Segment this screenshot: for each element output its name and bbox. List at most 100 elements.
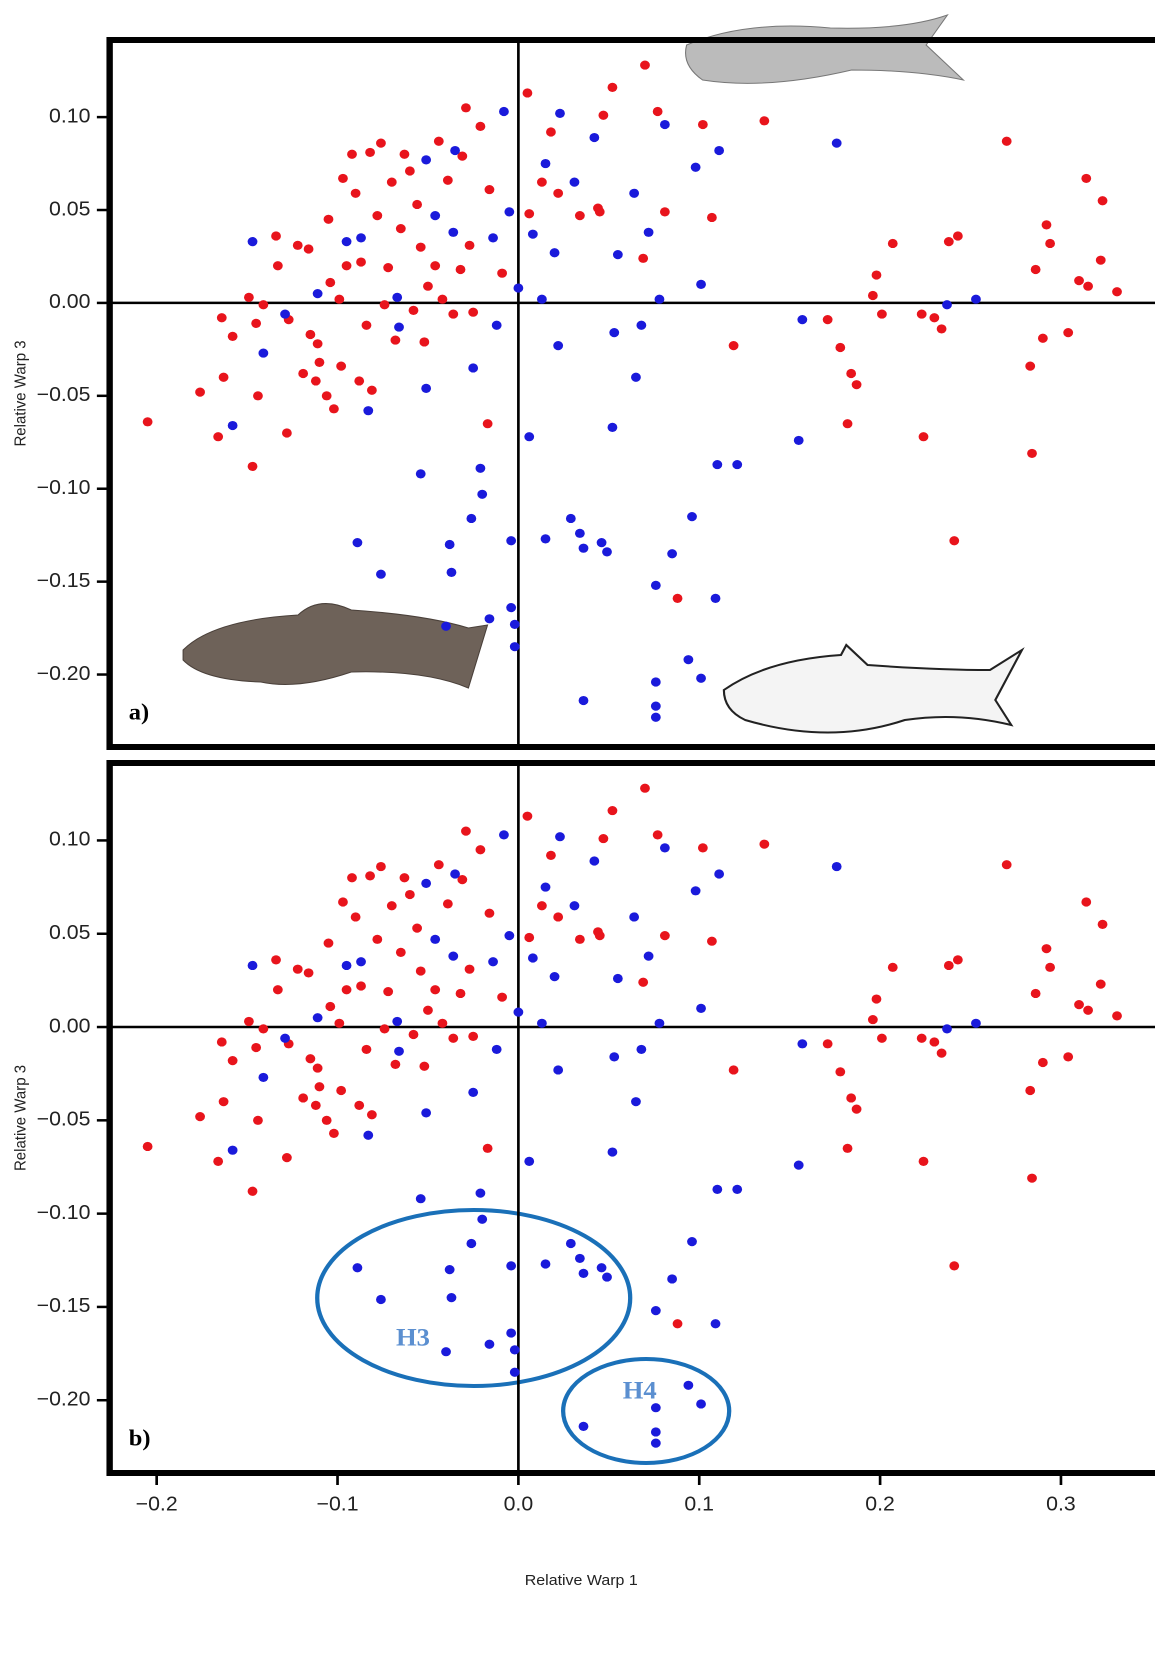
point: [396, 224, 406, 233]
y-tick-label: 0.05: [49, 198, 90, 220]
point: [372, 935, 382, 944]
point: [304, 244, 314, 253]
point: [1096, 256, 1106, 265]
point: [419, 337, 429, 346]
point: [258, 1024, 268, 1033]
point: [698, 120, 708, 129]
point: [305, 330, 315, 339]
point: [311, 376, 321, 385]
point: [1031, 989, 1041, 998]
point: [244, 1017, 254, 1026]
y-tick-label: −0.10: [37, 477, 91, 499]
point: [476, 1189, 486, 1198]
point: [1063, 328, 1073, 337]
point: [380, 300, 390, 309]
point: [488, 233, 498, 242]
point: [1098, 920, 1108, 929]
point: [273, 261, 283, 270]
point: [313, 1013, 323, 1022]
point: [465, 241, 475, 250]
point: [367, 1110, 377, 1119]
point: [313, 339, 323, 348]
point: [465, 965, 475, 974]
point: [342, 985, 352, 994]
point: [485, 1340, 495, 1349]
point: [461, 827, 471, 836]
point: [376, 570, 386, 579]
point: [325, 1002, 335, 1011]
point: [1112, 1011, 1122, 1020]
point: [445, 540, 455, 549]
point: [311, 1101, 321, 1110]
point: [651, 1306, 661, 1315]
point: [416, 243, 426, 252]
point: [448, 1034, 458, 1043]
y-tick-label: −0.15: [37, 1295, 91, 1317]
point: [376, 139, 386, 148]
point: [971, 1019, 981, 1028]
point: [944, 237, 954, 246]
point: [732, 460, 742, 469]
point: [555, 109, 565, 118]
point: [1027, 449, 1037, 458]
point: [416, 1194, 426, 1203]
point: [280, 1034, 290, 1043]
point: [942, 1024, 952, 1033]
point: [1038, 334, 1048, 343]
point: [608, 83, 618, 92]
point: [363, 1131, 373, 1140]
point: [504, 207, 514, 216]
point: [334, 295, 344, 304]
point: [219, 1097, 229, 1106]
point: [293, 241, 303, 250]
point: [1081, 897, 1091, 906]
point: [1074, 1000, 1084, 1009]
point: [919, 1157, 929, 1166]
point: [228, 421, 238, 430]
point: [832, 139, 842, 148]
point: [445, 1265, 455, 1274]
point: [376, 862, 386, 871]
point: [608, 423, 618, 432]
point: [759, 116, 769, 125]
point: [477, 1215, 487, 1224]
point: [579, 1422, 589, 1431]
point: [282, 1153, 292, 1162]
point: [423, 282, 433, 291]
panel-label: a): [129, 700, 149, 725]
point: [347, 873, 357, 882]
point: [537, 295, 547, 304]
point: [872, 270, 882, 279]
x-axis-label: Relative Warp 1: [525, 1572, 638, 1588]
point: [354, 376, 364, 385]
point: [711, 1319, 721, 1328]
point: [485, 614, 495, 623]
point: [579, 696, 589, 705]
point: [523, 88, 533, 97]
point: [566, 514, 576, 523]
point: [338, 174, 348, 183]
point: [553, 189, 563, 198]
point: [687, 1237, 697, 1246]
page: 0.100.050.00−0.05−0.10−0.15−0.20Relative…: [0, 0, 1155, 1669]
y-tick-label: −0.20: [37, 662, 91, 684]
point: [707, 937, 717, 946]
x-tick-label: 0.0: [504, 1493, 534, 1515]
point: [217, 313, 227, 322]
y-tick-label: −0.20: [37, 1388, 91, 1410]
point: [550, 972, 560, 981]
point: [468, 308, 478, 317]
point: [832, 862, 842, 871]
point: [412, 924, 422, 933]
point: [510, 620, 520, 629]
point: [553, 912, 563, 921]
point: [273, 985, 283, 994]
point: [566, 1239, 576, 1248]
point: [336, 1086, 346, 1095]
point: [219, 373, 229, 382]
point: [1074, 276, 1084, 285]
point: [1002, 860, 1012, 869]
point: [759, 840, 769, 849]
point: [653, 107, 663, 116]
point: [541, 882, 551, 891]
